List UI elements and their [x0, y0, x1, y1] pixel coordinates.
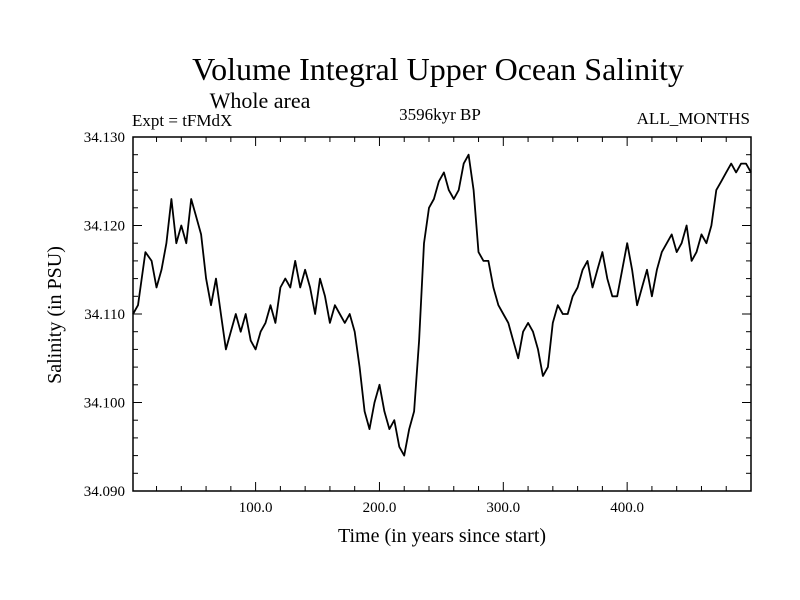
experiment-label: Expt = tFMdX [132, 111, 232, 130]
period-label: 3596kyr BP [399, 105, 481, 124]
y-axis-label: Salinity (in PSU) [44, 246, 66, 384]
chart-subtitle: Whole area [210, 88, 311, 113]
x-axis-label: Time (in years since start) [338, 525, 546, 547]
y-tick-label: 34.090 [84, 484, 125, 500]
x-tick-label: 100.0 [239, 500, 273, 516]
x-tick-label: 400.0 [610, 500, 644, 516]
y-tick-label: 34.120 [84, 219, 125, 235]
x-tick-label: 300.0 [486, 500, 520, 516]
series-line-salinity [132, 153, 752, 457]
plot-area: 100.0 200.0 300.0 400.0 34.090 34.100 34.110 34… [84, 130, 752, 516]
plot-frame [132, 136, 752, 492]
y-tick-label: 34.110 [84, 307, 125, 323]
y-tick-label: 34.130 [84, 130, 125, 146]
x-tick-label: 200.0 [363, 500, 397, 516]
y-tick-label: 34.100 [84, 396, 125, 412]
chart-title: Volume Integral Upper Ocean Salinity [192, 51, 684, 87]
months-label: ALL_MONTHS [637, 109, 750, 128]
